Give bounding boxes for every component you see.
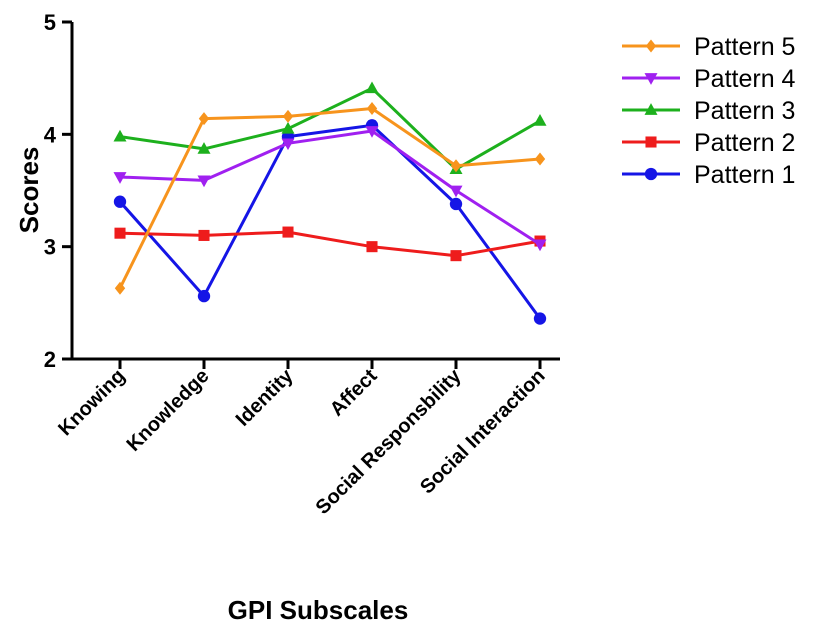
legend-swatch-marker xyxy=(644,73,658,85)
data-point xyxy=(197,142,211,154)
data-point xyxy=(449,197,463,211)
y-tick-label: 4 xyxy=(44,122,57,147)
x-tick-label: Social Responsbility xyxy=(312,364,466,518)
data-point xyxy=(282,226,294,238)
data-point xyxy=(282,109,294,123)
data-point xyxy=(113,129,127,142)
series-line xyxy=(118,107,541,289)
legend-label: Pattern 2 xyxy=(694,129,795,157)
legend-swatch-marker xyxy=(644,103,658,115)
data-point xyxy=(533,312,547,325)
series xyxy=(113,81,547,325)
data-point xyxy=(365,126,379,138)
legend-item: Pattern 2 xyxy=(622,129,795,157)
x-tick-label: Knowledge xyxy=(123,365,214,456)
data-point xyxy=(533,114,547,126)
data-point xyxy=(113,195,127,208)
data-point xyxy=(197,289,211,303)
series-line xyxy=(119,230,541,258)
data-point xyxy=(198,229,210,241)
legend-item: Pattern 5 xyxy=(622,33,795,61)
data-point xyxy=(449,185,463,198)
data-point xyxy=(198,112,210,126)
series-pattern-2 xyxy=(114,226,546,262)
series-line xyxy=(118,123,542,320)
series-pattern-3 xyxy=(113,81,547,175)
x-tick-label: Affect xyxy=(326,365,382,421)
data-point xyxy=(281,121,295,134)
legend: Pattern 5 Pattern 4 Pattern 3 Pattern 2 Patt… xyxy=(622,33,796,189)
data-point xyxy=(366,101,378,115)
data-point xyxy=(113,172,127,184)
legend-swatch-marker xyxy=(645,39,657,53)
legend-label: Pattern 5 xyxy=(694,33,795,61)
x-tick-label: Knowing xyxy=(54,365,129,440)
data-point xyxy=(114,281,126,295)
data-point xyxy=(281,138,295,151)
series-line xyxy=(119,86,541,171)
legend-swatch-marker xyxy=(644,167,658,181)
y-tick-label: 5 xyxy=(44,10,56,35)
series-line xyxy=(119,129,541,246)
legend-label: Pattern 1 xyxy=(694,161,795,189)
series-pattern-4 xyxy=(113,126,547,252)
data-point xyxy=(366,241,378,253)
data-point xyxy=(450,159,462,173)
y-axis-title: Scores xyxy=(14,147,44,234)
data-point xyxy=(533,239,547,252)
data-point xyxy=(365,81,379,94)
data-point xyxy=(534,152,546,166)
x-tick-label: Identity xyxy=(232,364,298,430)
y-tick-label: 3 xyxy=(44,235,56,260)
data-point xyxy=(114,227,126,239)
series-pattern-1 xyxy=(113,119,547,325)
legend-label: Pattern 3 xyxy=(694,97,795,125)
data-point xyxy=(197,175,211,188)
legend-swatch-marker xyxy=(645,136,657,148)
legend-item: Pattern 1 xyxy=(622,161,795,189)
legend-item: Pattern 3 xyxy=(622,97,795,125)
y-ticks: 2 3 4 5 xyxy=(44,10,72,372)
x-axis-title: GPI Subscales xyxy=(228,595,409,625)
series-pattern-5 xyxy=(114,101,546,295)
legend-item: Pattern 4 xyxy=(622,65,796,93)
data-point xyxy=(450,250,462,262)
axes xyxy=(70,22,560,361)
y-tick-label: 2 xyxy=(44,347,56,372)
legend-label: Pattern 4 xyxy=(694,65,796,93)
